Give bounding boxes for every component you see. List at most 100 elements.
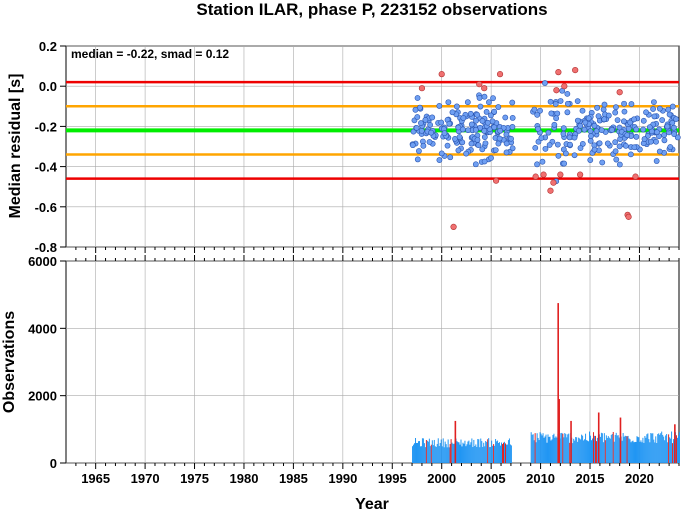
observations-bar — [477, 439, 479, 463]
residual-grid — [66, 45, 679, 248]
observations-bar — [486, 442, 488, 463]
observations-bar — [531, 434, 533, 463]
observations-bar — [670, 438, 672, 463]
observations-bar — [592, 432, 594, 463]
observations-bar — [629, 439, 631, 463]
observations-bar — [438, 446, 440, 463]
observations-bar — [420, 446, 422, 463]
residual-point — [613, 104, 619, 111]
observations-bar — [497, 440, 499, 463]
residual-point — [579, 107, 586, 114]
residual-outlier-point — [496, 71, 504, 78]
residual-point — [627, 119, 634, 126]
observations-bar — [609, 438, 611, 463]
residual-point — [449, 109, 456, 116]
residual-point — [591, 122, 598, 129]
residual-point — [565, 100, 571, 107]
residual-y-tick-label: 0.2 — [39, 39, 57, 54]
residual-point — [481, 93, 488, 100]
observations-peak-bar — [558, 399, 560, 463]
residual-point — [661, 132, 668, 138]
observations-bar — [479, 447, 481, 463]
observations-bar — [469, 444, 471, 463]
x-tick-label: 2000 — [427, 471, 456, 486]
observations-bar — [587, 440, 589, 463]
observations-bar — [641, 442, 643, 463]
observations-bar — [553, 433, 555, 463]
residual-point — [560, 125, 567, 132]
residual-point — [622, 142, 629, 149]
observations-bar — [467, 441, 469, 463]
residual-point — [426, 139, 433, 145]
residual-point — [674, 134, 681, 141]
observations-bar — [633, 442, 635, 463]
observations-panel-frame — [65, 260, 680, 464]
observations-bar — [616, 435, 618, 463]
observations-bar — [569, 442, 571, 463]
residual-outlier-point — [625, 213, 632, 220]
residual-point — [489, 118, 496, 125]
observations-bar — [499, 442, 501, 463]
observations-bar — [595, 441, 597, 463]
x-axis-label: Year — [355, 496, 389, 511]
observations-bar — [671, 431, 673, 463]
residual-point — [447, 154, 454, 161]
chart-title: Station ILAR, phase P, 223152 observatio… — [196, 0, 547, 19]
residual-point — [475, 142, 482, 149]
observations-bar — [436, 443, 438, 463]
residual-point — [509, 99, 516, 106]
x-tick-label: 2010 — [526, 471, 555, 486]
residual-point — [567, 141, 573, 148]
residual-point — [621, 100, 627, 107]
observations-bar — [545, 434, 547, 463]
observations-bar — [503, 441, 505, 463]
observations-bar — [632, 440, 634, 463]
observations-bar — [412, 446, 414, 463]
residual-point — [548, 110, 555, 117]
residual-point — [631, 144, 638, 151]
observations-bar — [547, 434, 549, 463]
observations-bar — [483, 442, 485, 463]
observations-bar — [461, 446, 463, 463]
observations-bar — [659, 434, 661, 463]
residual-point — [612, 148, 619, 155]
observations-bar — [582, 435, 584, 463]
observations-bar — [672, 443, 674, 463]
x-tick-label: 2015 — [576, 471, 605, 486]
residual-point — [640, 117, 647, 124]
residual-point — [599, 159, 606, 166]
observations-bar — [432, 445, 434, 463]
observations-y-tick-label: 6000 — [28, 254, 57, 269]
observations-bar — [555, 436, 557, 463]
residual-panel: 0.2 0.0 -0.2 -0.4 -0.6 -0.8 median = -0.22, s… — [7, 39, 681, 255]
observations-bar — [480, 438, 482, 463]
observations-bar — [648, 439, 650, 463]
residual-point — [456, 134, 463, 140]
residual-point — [669, 103, 676, 110]
observations-bar — [627, 435, 629, 463]
x-tick-label: 2005 — [477, 471, 506, 486]
residual-point — [545, 129, 552, 136]
residual-point — [467, 110, 474, 117]
observations-bar — [579, 438, 581, 463]
residual-point — [495, 140, 502, 147]
observations-bar — [472, 447, 474, 463]
observations-bar — [471, 438, 473, 463]
observations-bar — [561, 432, 563, 463]
observations-bar — [581, 434, 583, 463]
residual-point — [587, 157, 594, 163]
observations-bar — [509, 444, 511, 463]
residual-point — [418, 120, 424, 126]
observations-bar — [673, 439, 675, 463]
residual-outlier-point — [540, 171, 547, 178]
observations-bar — [424, 447, 426, 463]
residual-point — [596, 140, 603, 147]
residual-point — [582, 119, 589, 126]
observations-peak-bar — [454, 420, 457, 463]
observations-bar — [536, 433, 538, 463]
observations-bar — [426, 440, 428, 463]
residual-outlier-point — [418, 85, 426, 92]
observations-bar — [622, 433, 624, 463]
observations-bar — [504, 443, 506, 463]
residual-point — [477, 103, 484, 110]
